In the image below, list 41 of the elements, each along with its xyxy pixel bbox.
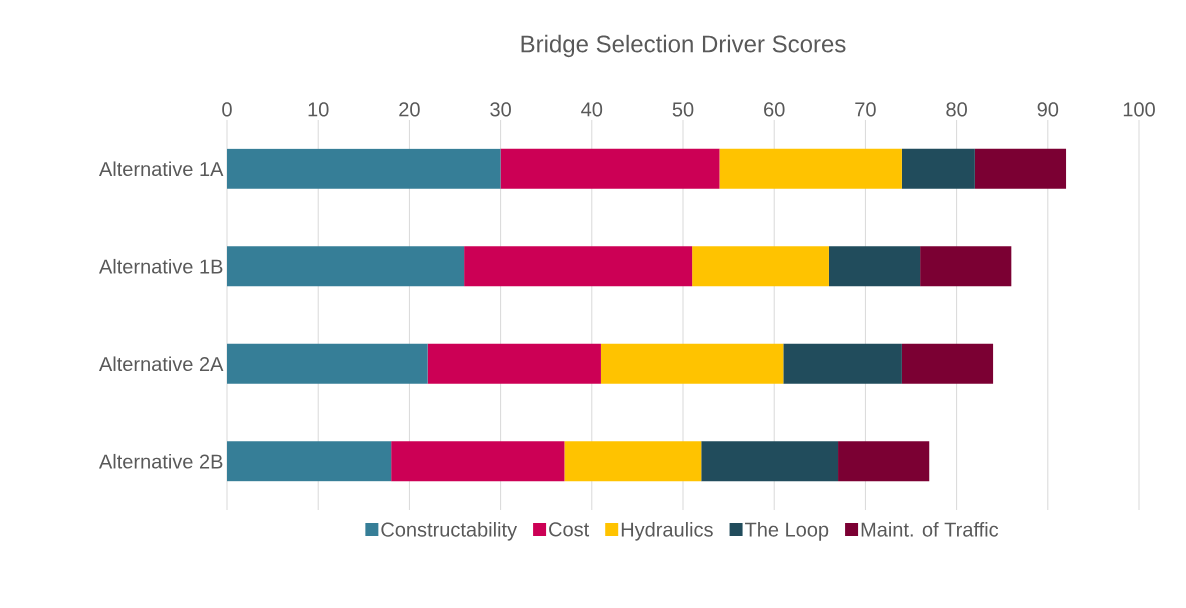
legend-label: Constructability [381, 522, 518, 541]
x-tick-label: 50 [672, 102, 694, 117]
legend-label: Hydraulics [621, 522, 713, 541]
x-tick-label: 90 [1037, 102, 1059, 117]
x-tick-label: 0 [222, 102, 232, 117]
bar [901, 148, 975, 189]
bar [391, 441, 565, 482]
bar [464, 246, 693, 287]
bar [692, 246, 829, 287]
bar [719, 148, 902, 189]
bar [783, 343, 902, 384]
legend-label: The Loop [745, 522, 829, 541]
x-tick-label: 60 [764, 102, 785, 117]
bar [564, 441, 702, 482]
bar [974, 148, 1067, 189]
bar [427, 343, 601, 384]
bar [227, 441, 392, 482]
x-tick-label: 70 [855, 102, 876, 117]
legend-label: Cost [549, 522, 590, 537]
y-tick-label: Alternative 1A [98, 161, 224, 177]
x-tick-label: 80 [946, 102, 967, 117]
bar [828, 246, 921, 287]
x-tick-label: 40 [581, 102, 603, 117]
bar [500, 148, 720, 189]
bar [227, 246, 465, 287]
chart-title: Bridge Selection Driver Scores [521, 34, 846, 58]
bar [227, 148, 501, 189]
y-tick-label: Alternative 1B [98, 258, 223, 274]
bar [227, 343, 428, 384]
legend-label: Maint. of Traffic [861, 522, 999, 537]
x-tick-label: 20 [399, 102, 420, 117]
x-tick-label: 10 [308, 102, 329, 117]
bar [838, 441, 930, 482]
x-tick-label: 30 [490, 102, 511, 117]
y-tick-label: Alternative 2B [98, 453, 223, 469]
bar [901, 343, 994, 384]
bar [920, 246, 1012, 287]
bar [701, 441, 839, 482]
bar [600, 343, 784, 384]
x-tick-label: 100 [1123, 102, 1155, 117]
y-tick-label: Alternative 2A [98, 356, 224, 372]
